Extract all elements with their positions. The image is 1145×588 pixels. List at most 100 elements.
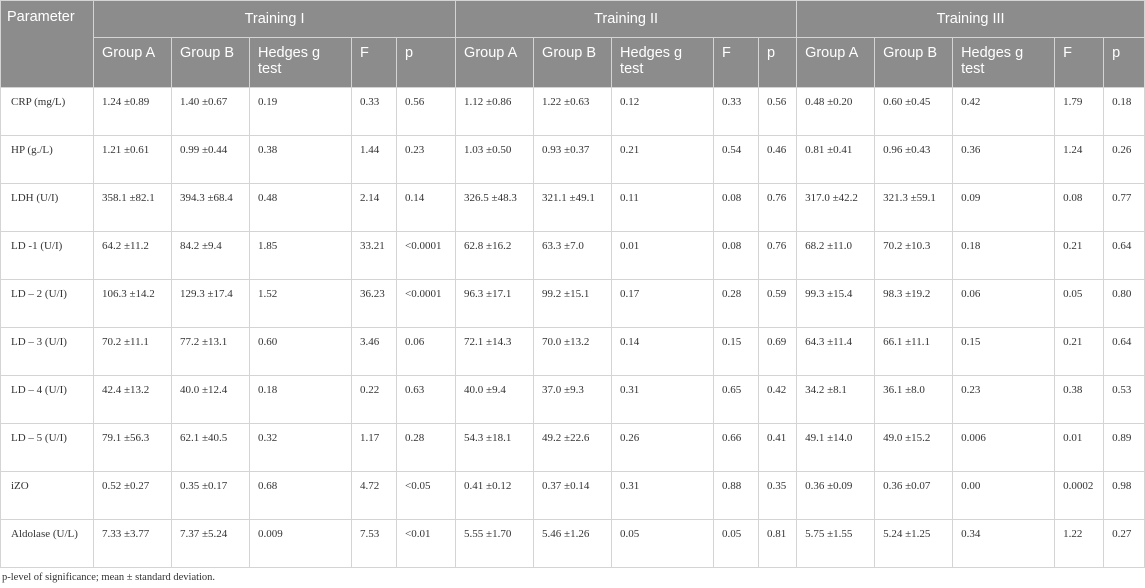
table-cell: 0.23 (395, 135, 457, 184)
table-cell: 0.56 (758, 87, 798, 136)
table-cell: 5.75 ±1.55 (796, 519, 876, 568)
table-cell: 98.3 ±19.2 (874, 279, 954, 328)
training-3-header: Training III (796, 0, 1145, 38)
parameter-name: LD – 3 (U/I) (0, 327, 94, 376)
table-row: LDH (U/I) 358.1 ±82.1 394.3 ±68.4 0.48 2.14 0… (0, 183, 1145, 232)
table-cell: 0.65 (713, 375, 760, 424)
table-cell: 5.24 ±1.25 (874, 519, 954, 568)
table-cell: 0.08 (713, 183, 760, 232)
table-row: iZO 0.52 ±0.27 0.35 ±0.17 0.68 4.72 <0.05 0.41… (0, 471, 1145, 520)
table-cell: 72.1 ±14.3 (455, 327, 535, 376)
table-cell: 0.46 (758, 135, 798, 184)
table-cell: 7.53 (351, 519, 397, 568)
table-cell: 0.26 (1103, 135, 1145, 184)
table-cell: 0.00 (952, 471, 1056, 520)
parameter-name: LDH (U/I) (0, 183, 94, 232)
table-body: CRP (mg/L) 1.24 ±0.89 1.40 ±0.67 0.19 0.33 0.… (0, 87, 1145, 568)
table-cell: 0.42 (758, 375, 798, 424)
table-cell: 1.17 (351, 423, 397, 472)
table-cell: 106.3 ±14.2 (93, 279, 172, 328)
table-cell: 5.55 ±1.70 (455, 519, 535, 568)
table-cell: 1.24 (1054, 135, 1105, 184)
subheader-cell: Group B (171, 37, 250, 88)
parameter-header: Parameter (0, 0, 94, 88)
table-cell: 0.93 ±0.37 (533, 135, 613, 184)
training-1-header: Training I (92, 0, 457, 38)
subheader-cell: Group B (874, 37, 954, 88)
table-cell: 62.8 ±16.2 (455, 231, 535, 280)
table-row: LD – 2 (U/I) 106.3 ±14.2 129.3 ±17.4 1.52 36… (0, 279, 1145, 328)
parameter-name: iZO (0, 471, 94, 520)
table-cell: 0.12 (611, 87, 715, 136)
table-cell: 0.99 ±0.44 (171, 135, 250, 184)
table-cell: 0.89 (1103, 423, 1145, 472)
table-cell: 0.36 ±0.07 (874, 471, 954, 520)
table-cell: 1.52 (249, 279, 352, 328)
table-cell: 2.14 (351, 183, 397, 232)
table-cell: 0.01 (1054, 423, 1105, 472)
table-cell: 54.3 ±18.1 (455, 423, 535, 472)
table-cell: 0.31 (611, 375, 715, 424)
table-cell: 3.46 (351, 327, 397, 376)
table-cell: 0.64 (1103, 231, 1145, 280)
table-cell: 36.1 ±8.0 (874, 375, 954, 424)
table-cell: 1.22 ±0.63 (533, 87, 613, 136)
table-cell: 0.69 (758, 327, 798, 376)
table-cell: 0.27 (1103, 519, 1145, 568)
table-cell: 34.2 ±8.1 (796, 375, 876, 424)
table-cell: 394.3 ±68.4 (171, 183, 250, 232)
table-cell: 0.28 (713, 279, 760, 328)
table-cell: 1.12 ±0.86 (455, 87, 535, 136)
table-cell: 70.0 ±13.2 (533, 327, 613, 376)
table-cell: 1.85 (249, 231, 352, 280)
table-cell: 0.28 (395, 423, 457, 472)
table-cell: 70.2 ±11.1 (93, 327, 172, 376)
table-row: Aldolase (U/L) 7.33 ±3.77 7.37 ±5.24 0.009 7… (0, 519, 1145, 568)
table-cell: 49.1 ±14.0 (796, 423, 876, 472)
table-cell: 1.40 ±0.67 (171, 87, 250, 136)
table-cell: 0.38 (249, 135, 352, 184)
table-cell: 0.08 (713, 231, 760, 280)
parameter-name: Aldolase (U/L) (0, 519, 94, 568)
table-cell: 1.24 ±0.89 (93, 87, 172, 136)
table-cell: 321.1 ±49.1 (533, 183, 613, 232)
parameter-name: CRP (mg/L) (0, 87, 94, 136)
table-cell: 96.3 ±17.1 (455, 279, 535, 328)
table-cell: 66.1 ±11.1 (874, 327, 954, 376)
table-cell: 36.23 (351, 279, 397, 328)
table-cell: 49.0 ±15.2 (874, 423, 954, 472)
table-cell: 0.26 (611, 423, 715, 472)
subheader-cell: F (1054, 37, 1105, 88)
table-cell: 63.3 ±7.0 (533, 231, 613, 280)
table-cell: 0.53 (1103, 375, 1145, 424)
table-cell: 0.68 (249, 471, 352, 520)
table-cell: 40.0 ±9.4 (455, 375, 535, 424)
table-cell: 0.66 (713, 423, 760, 472)
table-cell: 42.4 ±13.2 (93, 375, 172, 424)
table-cell: 64.2 ±11.2 (93, 231, 172, 280)
table-cell: 0.35 (758, 471, 798, 520)
table-cell: 1.79 (1054, 87, 1105, 136)
table-cell: 0.96 ±0.43 (874, 135, 954, 184)
table-cell: 0.0002 (1054, 471, 1105, 520)
table-cell: 68.2 ±11.0 (796, 231, 876, 280)
table-cell: 0.63 (395, 375, 457, 424)
table-cell: 0.41 ±0.12 (455, 471, 535, 520)
table-cell: 0.21 (611, 135, 715, 184)
results-table: Parameter Training I Training II Trainin… (0, 0, 1145, 568)
table-cell: 0.52 ±0.27 (93, 471, 172, 520)
table-cell: 40.0 ±12.4 (171, 375, 250, 424)
subheader-cell: p (395, 37, 457, 88)
table-cell: 7.33 ±3.77 (93, 519, 172, 568)
table-cell: 317.0 ±42.2 (796, 183, 876, 232)
table-cell: 0.21 (1054, 231, 1105, 280)
table-row: HP (g./L) 1.21 ±0.61 0.99 ±0.44 0.38 1.44 0.2… (0, 135, 1145, 184)
table-cell: 0.48 (249, 183, 352, 232)
table-cell: 1.44 (351, 135, 397, 184)
table-cell: 33.21 (351, 231, 397, 280)
table-cell: 0.09 (952, 183, 1056, 232)
table-cell: 0.56 (395, 87, 457, 136)
table-cell: 0.05 (713, 519, 760, 568)
subheader-cell: p (758, 37, 798, 88)
